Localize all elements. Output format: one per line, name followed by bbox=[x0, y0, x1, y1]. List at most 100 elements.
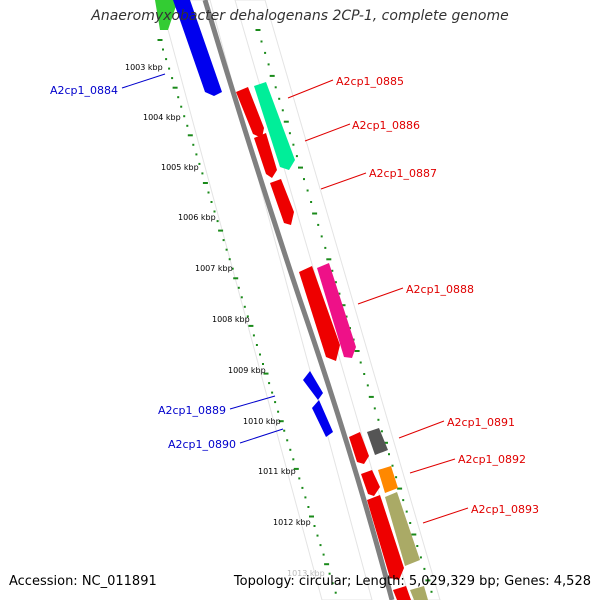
leader-A2cp1_0893 bbox=[422, 507, 469, 524]
scale-label-1008: 1008 kbp bbox=[212, 315, 250, 324]
gene-arrow-A2cp1_0893-red[interactable] bbox=[367, 495, 404, 580]
scale-label-1003: 1003 kbp bbox=[125, 63, 163, 72]
label-leaders bbox=[121, 73, 469, 524]
inner-scale-dot bbox=[278, 420, 284, 423]
inner-scale-dot bbox=[210, 201, 213, 203]
inner-scale-dot bbox=[307, 506, 310, 508]
outer-scale-dot bbox=[349, 327, 351, 330]
outer-scale-dot bbox=[423, 567, 426, 570]
gene-arrow-A2cp1_0886-b[interactable] bbox=[254, 133, 277, 178]
gene-arrow-A2cp1_0890[interactable] bbox=[312, 400, 333, 437]
gene-label-A2cp1_0892[interactable]: A2cp1_0892 bbox=[458, 453, 526, 466]
inner-scale-dot bbox=[183, 115, 186, 118]
inner-scale-dot bbox=[246, 315, 249, 318]
inner-scale-dot bbox=[262, 363, 264, 365]
gene-arrow-A2cp1_0888-pink[interactable] bbox=[317, 263, 356, 358]
gene-label-A2cp1_0884[interactable]: A2cp1_0884 bbox=[50, 84, 118, 97]
outer-scale-dot bbox=[269, 74, 275, 77]
gene-arrow-A2cp1_0889[interactable] bbox=[303, 371, 323, 400]
outer-scale-dot bbox=[391, 464, 394, 467]
gene-arrow-A2cp1_0892-red[interactable] bbox=[361, 470, 380, 496]
outer-scale-dot bbox=[425, 579, 431, 582]
inner-scale-dot bbox=[218, 229, 224, 232]
gene-arrow-A2cp1_0892[interactable] bbox=[378, 466, 398, 493]
outer-scale-dot bbox=[260, 40, 263, 43]
gene-label-A2cp1_0886[interactable]: A2cp1_0886 bbox=[352, 119, 420, 132]
inner-scale-dot bbox=[228, 258, 231, 261]
inner-scale-dot bbox=[292, 458, 295, 461]
genome-backbone bbox=[202, 0, 395, 600]
inner-scale-dot bbox=[277, 410, 280, 413]
inner-scale-dot bbox=[243, 305, 246, 308]
inner-scale-dot bbox=[216, 220, 219, 223]
inner-scale-dot bbox=[186, 124, 189, 127]
outer-scale-dot bbox=[359, 361, 362, 364]
gene-arrow-A2cp1_0891[interactable] bbox=[367, 428, 388, 455]
gene-arrow-A2cp1_0893[interactable] bbox=[385, 492, 420, 566]
gene-arrow-A2cp1_0884[interactable] bbox=[173, 0, 222, 96]
gene-arrow-A2cp1_0885[interactable] bbox=[254, 82, 295, 170]
leader-A2cp1_0892 bbox=[409, 458, 456, 474]
inner-scale-dot bbox=[213, 210, 216, 213]
leader-A2cp1_0888 bbox=[357, 287, 404, 305]
inner-scale-dot bbox=[198, 162, 201, 165]
inner-scale-dot bbox=[201, 172, 204, 175]
inner-scale-dot bbox=[286, 439, 289, 442]
gene-label-A2cp1_0889[interactable]: A2cp1_0889 bbox=[158, 404, 226, 417]
gene-labels: A2cp1_0884 A2cp1_0885 A2cp1_0886 A2cp1_0… bbox=[50, 75, 539, 516]
outer-scale-dot bbox=[283, 120, 289, 123]
inner-scale-dot bbox=[180, 105, 183, 108]
scale-label-1013: 1013 kbp bbox=[287, 569, 325, 578]
gene-label-A2cp1_0891[interactable]: A2cp1_0891 bbox=[447, 416, 515, 429]
inner-scale-dot bbox=[195, 153, 198, 156]
inner-scale-dot bbox=[301, 486, 304, 489]
outer-scale-dot bbox=[366, 384, 369, 387]
outer-scale-dot bbox=[395, 476, 398, 479]
outer-scale-dot bbox=[255, 29, 261, 31]
inner-scale-dot bbox=[298, 477, 301, 480]
inner-scale-dot bbox=[289, 448, 292, 451]
scale-labels: 1003 kbp 1004 kbp 1005 kbp 1006 kbp 1007… bbox=[125, 63, 325, 578]
leader-A2cp1_0889 bbox=[229, 395, 276, 410]
gene-arrow-bottom-red[interactable] bbox=[393, 586, 411, 600]
outer-scale-dot bbox=[312, 212, 318, 215]
outer-scale-dot bbox=[317, 223, 320, 226]
outer-scale-dot bbox=[383, 441, 388, 444]
inner-scale-dot bbox=[222, 239, 225, 242]
gene-label-A2cp1_0888[interactable]: A2cp1_0888 bbox=[406, 283, 474, 296]
outer-scale-dot bbox=[338, 292, 341, 295]
outer-scale-dot bbox=[331, 269, 334, 272]
gene-arrow-top-green[interactable] bbox=[155, 0, 178, 30]
inner-scale-dot bbox=[331, 582, 334, 585]
gene-label-A2cp1_0885[interactable]: A2cp1_0885 bbox=[336, 75, 404, 88]
gene-arrow-A2cp1_0888[interactable] bbox=[299, 266, 340, 361]
outer-scale-dot bbox=[340, 304, 346, 307]
leader-A2cp1_0885 bbox=[287, 79, 334, 99]
outer-scale-dot bbox=[373, 407, 376, 410]
inner-scale-dot bbox=[252, 334, 255, 337]
gene-arrow-A2cp1_0891-red[interactable] bbox=[349, 432, 369, 464]
inner-scale-dot bbox=[271, 391, 274, 394]
inner-scale-dot bbox=[248, 324, 254, 327]
outer-scale-dot bbox=[354, 350, 360, 352]
outer-scale-dot bbox=[278, 97, 281, 100]
outer-scale-dot bbox=[267, 63, 270, 66]
gene-arrow-A2cp1_0886[interactable] bbox=[236, 87, 264, 138]
inner-scale-dot bbox=[274, 401, 277, 404]
scale-label-1006: 1006 kbp bbox=[178, 213, 216, 222]
genome-summary-text: Topology: circular; Length: 5,029,329 bp… bbox=[233, 574, 591, 589]
outer-scale-dot bbox=[397, 487, 403, 490]
scale-label-1011: 1011 kbp bbox=[258, 467, 296, 476]
gene-label-A2cp1_0893[interactable]: A2cp1_0893 bbox=[471, 503, 539, 516]
gene-arrow-bottom-khaki[interactable] bbox=[410, 586, 428, 600]
gene-arrow-A2cp1_0887[interactable] bbox=[270, 179, 294, 225]
inner-scale-dot bbox=[171, 77, 174, 80]
inner-scale-dot bbox=[309, 515, 314, 518]
gene-label-A2cp1_0890[interactable]: A2cp1_0890 bbox=[168, 438, 236, 451]
scale-label-1007: 1007 kbp bbox=[195, 264, 233, 273]
outer-scale-dot bbox=[419, 556, 422, 559]
outer-scale-dot bbox=[430, 590, 433, 593]
gene-label-A2cp1_0887[interactable]: A2cp1_0887 bbox=[369, 167, 437, 180]
